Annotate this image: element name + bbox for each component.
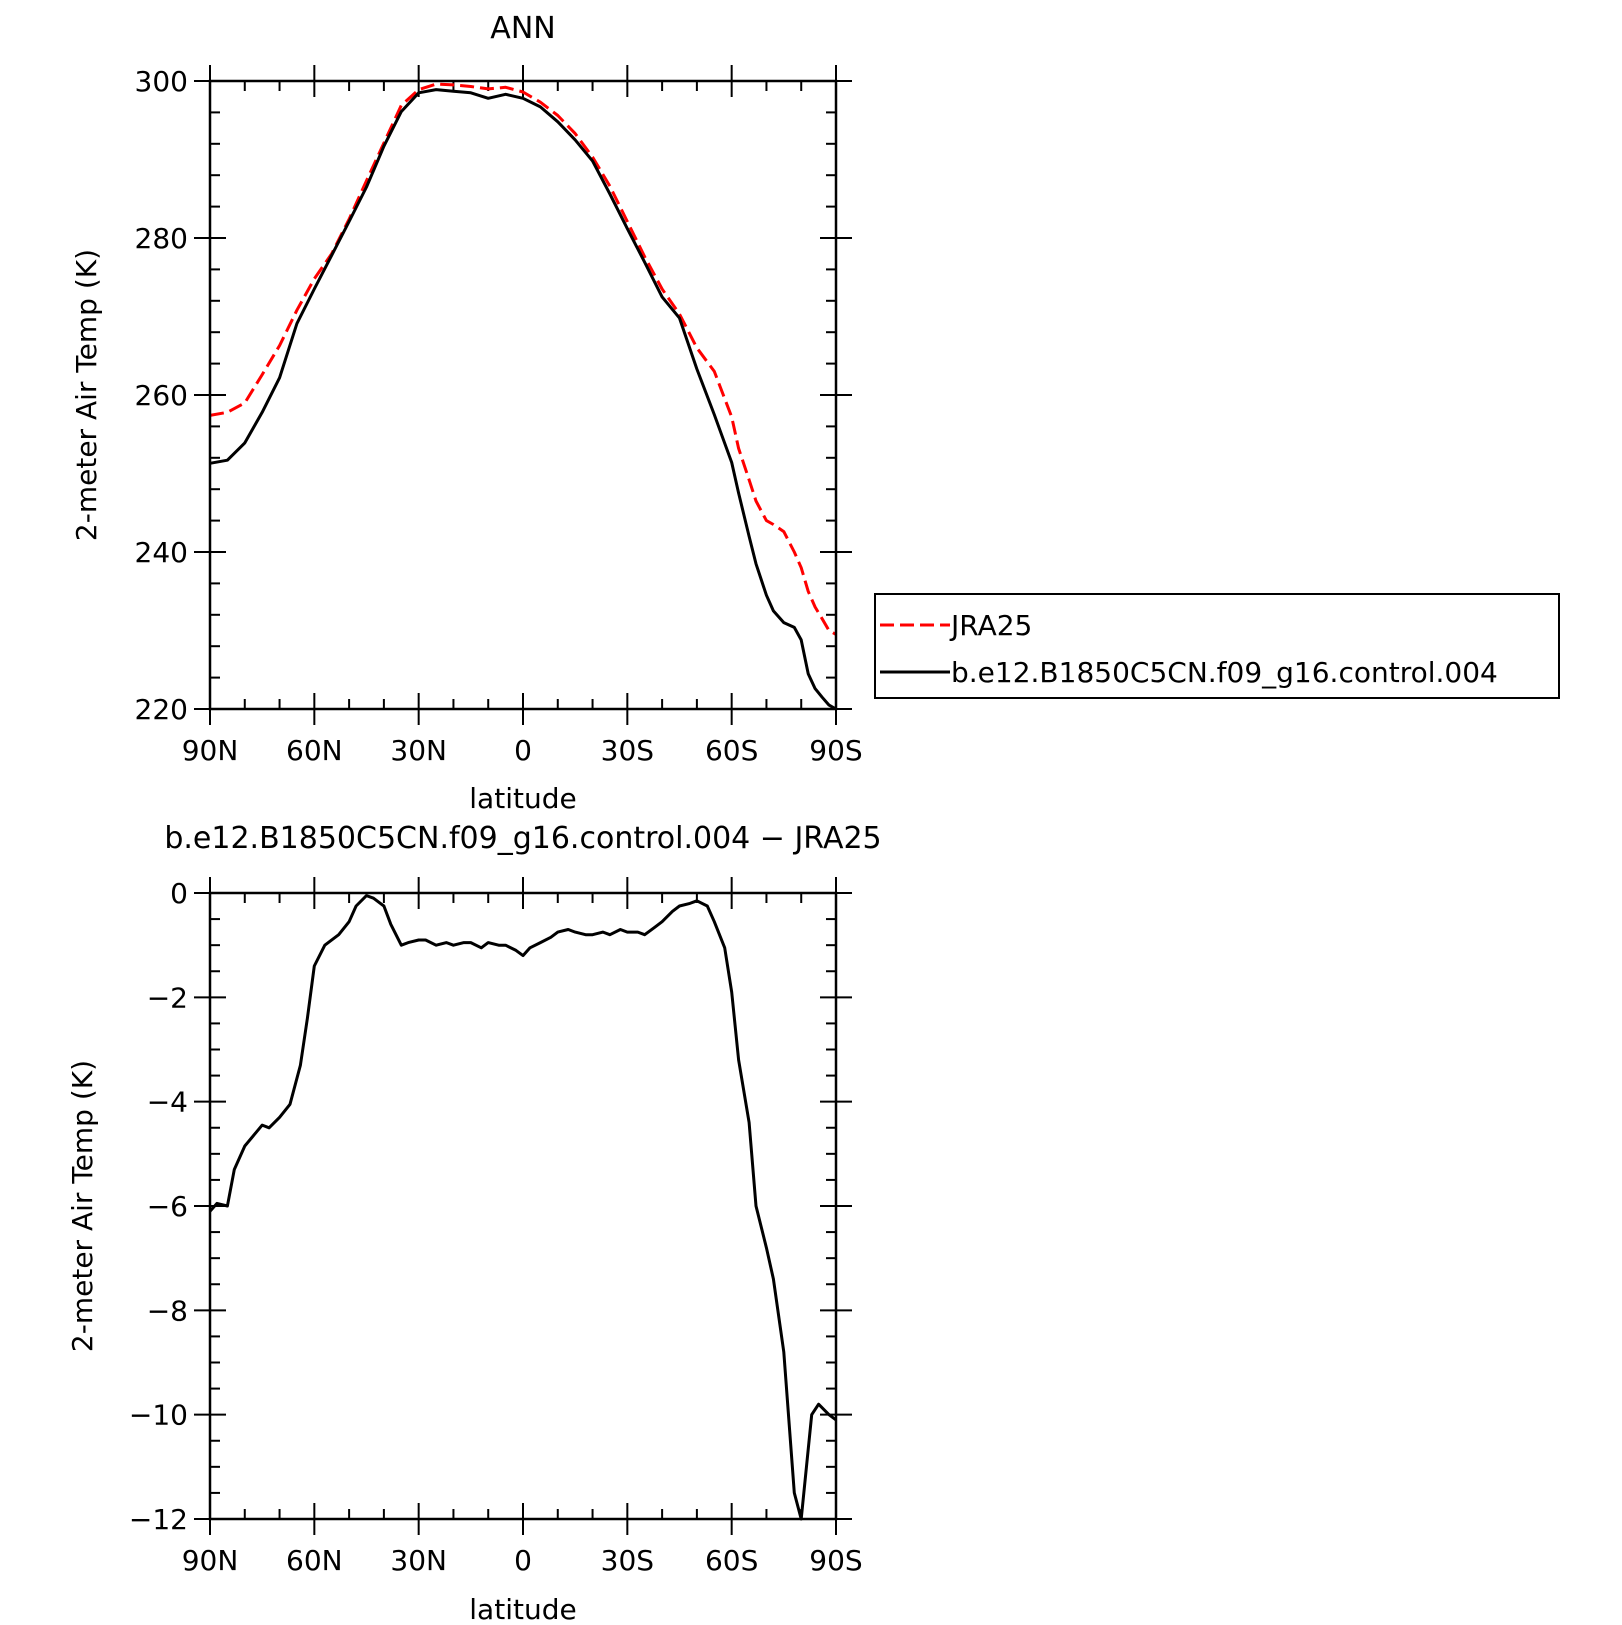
top-x-tick-label: 90S [809, 734, 862, 767]
bottom-x-tick-label: 60S [705, 1544, 758, 1577]
bottom-panel-y-axis-label: 2-meter Air Temp (K) [66, 1060, 99, 1352]
bottom-y-tick-label: −10 [129, 1399, 188, 1432]
top-y-tick-label: 280 [135, 222, 188, 255]
top-panel-series [209, 82, 837, 711]
top-x-tick-label: 60S [705, 734, 758, 767]
bottom-panel: b.e12.B1850C5CN.f09_g16.control.004 − JR… [66, 821, 882, 1625]
top-series-line-model [209, 88, 837, 711]
bottom-x-tick-label: 0 [514, 1544, 532, 1577]
bottom-x-tick-label: 30N [390, 1544, 447, 1577]
legend: JRA25 b.e12.B1850C5CN.f09_g16.control.00… [874, 593, 1560, 699]
bottom-panel-x-tick-labels: 90N 60N 30N 0 30S 60S 90S [182, 1544, 863, 1577]
bottom-y-tick-label: −8 [147, 1294, 188, 1327]
bottom-panel-x-axis-label: latitude [469, 1593, 576, 1625]
top-panel-x-axis-label: latitude [469, 782, 576, 815]
bottom-series-line-difference [208, 894, 837, 1521]
legend-label-model: b.e12.B1850C5CN.f09_g16.control.004 [951, 656, 1498, 689]
bottom-x-tick-label: 90S [809, 1544, 862, 1577]
bottom-panel-y-tick-labels: 0 −2 −4 −6 −8 −10 −12 [129, 877, 188, 1536]
bottom-y-tick-label: 0 [170, 877, 188, 910]
bottom-x-tick-label: 30S [601, 1544, 654, 1577]
top-x-tick-label: 90N [182, 734, 239, 767]
top-panel-ticks [194, 65, 852, 725]
bottom-x-tick-label: 60N [286, 1544, 343, 1577]
bottom-y-tick-label: −4 [147, 1086, 188, 1119]
bottom-panel-frame [208, 891, 838, 1521]
top-y-tick-label: 260 [135, 379, 188, 412]
top-panel-y-axis-label: 2-meter Air Temp (K) [70, 249, 103, 541]
top-x-tick-label: 30S [601, 734, 654, 767]
bottom-y-tick-label: −6 [147, 1190, 188, 1223]
top-x-tick-label: 30N [390, 734, 447, 767]
top-panel-y-tick-labels: 220 240 260 280 300 [135, 65, 188, 726]
legend-label-jra25: JRA25 [949, 609, 1032, 642]
bottom-panel-title: b.e12.B1850C5CN.f09_g16.control.004 − JR… [164, 821, 881, 856]
top-panel-frame [208, 79, 838, 711]
top-y-tick-label: 300 [135, 65, 188, 98]
top-x-tick-label: 0 [514, 734, 532, 767]
bottom-y-tick-label: −2 [147, 981, 188, 1014]
legend-frame [874, 593, 1560, 699]
bottom-x-tick-label: 90N [182, 1544, 239, 1577]
top-panel-title: ANN [490, 11, 555, 46]
bottom-panel-series [208, 894, 837, 1521]
bottom-panel-ticks [194, 877, 852, 1535]
top-y-tick-label: 240 [135, 536, 188, 569]
top-x-tick-label: 60N [286, 734, 343, 767]
top-series-line-jra25 [209, 82, 837, 636]
bottom-y-tick-label: −12 [129, 1503, 188, 1536]
top-panel-x-tick-labels: 90N 60N 30N 0 30S 60S 90S [182, 734, 863, 767]
top-y-tick-label: 220 [135, 693, 188, 726]
